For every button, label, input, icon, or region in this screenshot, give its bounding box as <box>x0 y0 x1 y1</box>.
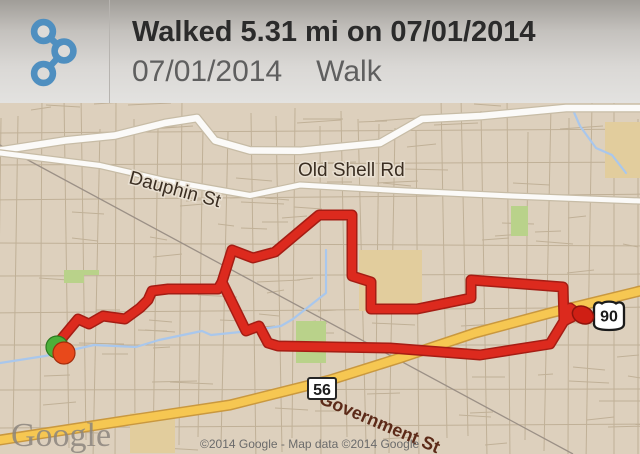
svg-text:Google: Google <box>11 417 111 454</box>
svg-text:56: 56 <box>313 382 331 399</box>
svg-text:©2014 Google - Map data ©2014: ©2014 Google - Map data ©2014 Google <box>200 437 419 451</box>
svg-text:Dauphin St: Dauphin St <box>127 168 224 213</box>
svg-text:90: 90 <box>600 309 618 326</box>
svg-text:Old Shell Rd: Old Shell Rd <box>298 160 405 181</box>
